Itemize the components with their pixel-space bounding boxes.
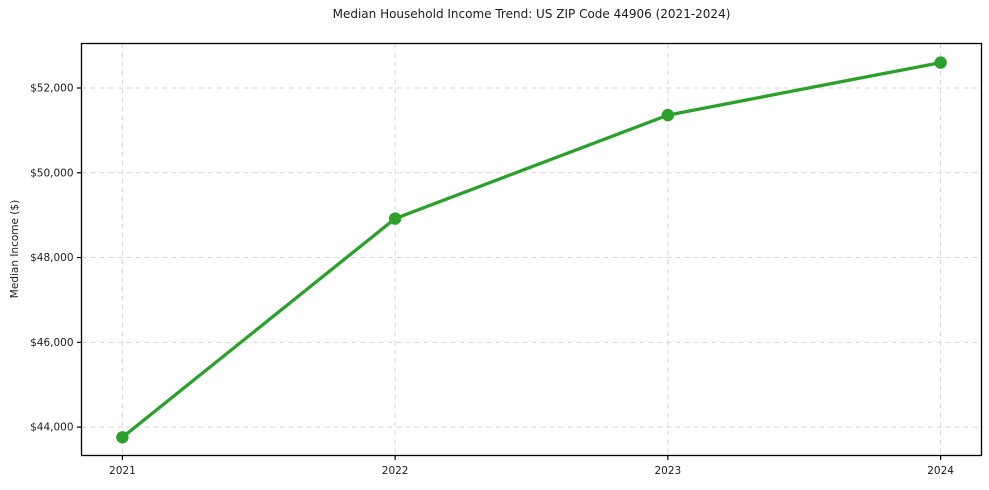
data-point-2021 [116, 431, 129, 444]
plot-border [80, 42, 983, 457]
chart-title: Median Household Income Trend: US ZIP Co… [332, 7, 731, 21]
y-tick-label: $52,000 [30, 83, 73, 95]
y-tick-label: $46,000 [30, 337, 73, 349]
x-tick-label: 2024 [927, 465, 954, 477]
x-tick-label: 2023 [654, 465, 681, 477]
trend-line [120, 60, 943, 439]
y-tick-label: $48,000 [30, 252, 73, 264]
data-point-2022 [388, 212, 402, 225]
y-tick-label: $50,000 [30, 167, 73, 179]
data-point-2023 [661, 108, 675, 122]
x-tick-label: 2022 [382, 465, 409, 477]
y-tick-label: $44,000 [30, 422, 73, 434]
data-point-2024 [934, 56, 947, 69]
x-tick-label: 2021 [109, 465, 136, 477]
